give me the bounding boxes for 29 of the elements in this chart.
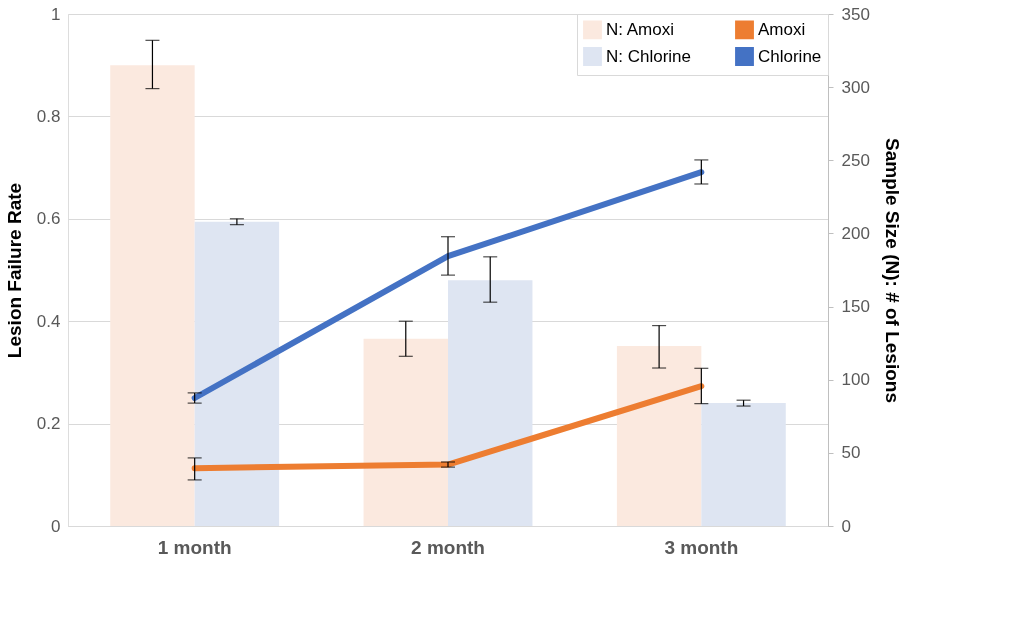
y2-tick-label: 250 [841, 150, 870, 170]
y-tick-label: 0.4 [36, 311, 61, 331]
legend-label: Chlorine [758, 46, 822, 66]
y2-tick-label: 50 [841, 443, 861, 463]
x-tick-label: 1 month [157, 536, 232, 558]
bar [701, 403, 786, 526]
x-tick-label: 3 month [664, 536, 739, 558]
y2-tick-label: 100 [841, 370, 870, 390]
bar [110, 65, 195, 526]
bar [448, 280, 533, 526]
bar [194, 221, 280, 526]
y2-tick-label: 150 [841, 297, 870, 317]
y-tick-label: 1 [51, 4, 61, 24]
y-axis-title: Lesion Failure Rate [3, 182, 25, 359]
legend-label: N: Amoxi [606, 19, 675, 39]
y-tick-label: 0.8 [36, 106, 61, 126]
y-tick-label: 0 [51, 516, 61, 536]
y2-tick-label: 0 [841, 516, 851, 536]
y-tick-label: 0.6 [36, 209, 61, 229]
legend-label: N: Chlorine [606, 46, 692, 66]
y2-tick-label: 300 [841, 77, 870, 97]
bar [616, 346, 702, 526]
y-tick-label: 0.2 [36, 414, 61, 434]
x-tick-label: 2 month [411, 536, 485, 558]
y2-tick-label: 200 [841, 223, 870, 243]
y2-axis-title: Sample Size (N): # of Lesions [881, 138, 903, 403]
y2-tick-label: 350 [841, 4, 870, 24]
bar [363, 338, 448, 526]
legend-label: Amoxi [758, 19, 806, 39]
